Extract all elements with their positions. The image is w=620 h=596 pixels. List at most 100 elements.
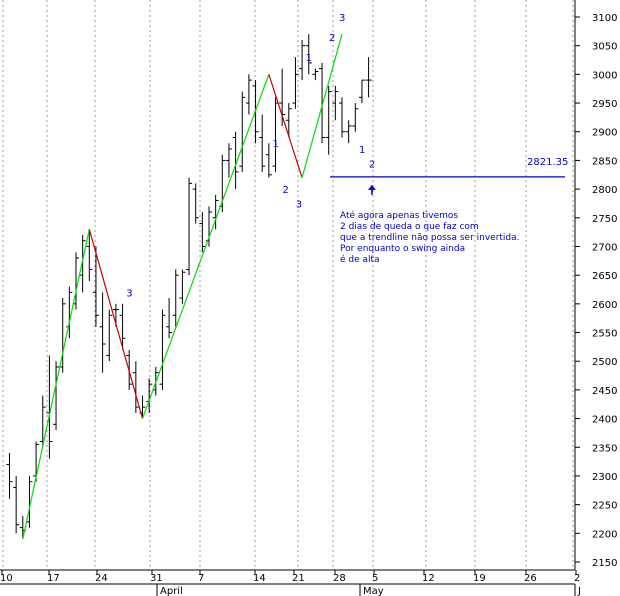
- ohlc-bar: [225, 143, 232, 178]
- ohlc-bar: [299, 39, 306, 81]
- axes: [0, 0, 576, 585]
- y-tick-label: 2700: [592, 242, 617, 253]
- note-line: é de alta: [340, 254, 380, 265]
- x-axis-ticks: 10 17 24 31 7 14 21 28 5 12 19 26 2: [0, 570, 580, 584]
- note-line: que a trendline não possa ser invertida.: [340, 233, 520, 243]
- ohlc-bars: [6, 34, 372, 540]
- ohlc-bar: [46, 355, 53, 459]
- y-tick-label: 2200: [592, 529, 617, 540]
- vertical-gridlines: [2, 0, 574, 570]
- ohlc-bar: [239, 91, 246, 172]
- ohlc-bar: [272, 97, 279, 172]
- trendline: [141, 74, 270, 419]
- ohlc-bar: [325, 85, 332, 155]
- month-label: April: [160, 586, 183, 596]
- y-tick-label: 2800: [592, 185, 617, 196]
- x-tick-label: 12: [422, 573, 435, 584]
- ohlc-bar: [99, 292, 106, 373]
- x-tick-label: 17: [47, 573, 60, 584]
- ohlc-bar: [219, 154, 226, 213]
- y-tick-label: 2400: [592, 415, 617, 426]
- trendline: [301, 34, 343, 178]
- ohlc-bar: [166, 298, 173, 339]
- ohlc-bar: [53, 361, 60, 431]
- ohlc-bar: [39, 395, 46, 448]
- ohlc-bar: [186, 177, 193, 276]
- ohlc-bar: [352, 103, 359, 132]
- level-label: 2821.35: [527, 157, 568, 168]
- trendline: [88, 229, 144, 419]
- x-tick-label: 19: [473, 573, 486, 584]
- y-tick-label: 3000: [592, 70, 617, 81]
- x-tick-label: 21: [292, 573, 305, 584]
- up-arrow-icon: [367, 184, 376, 190]
- note-line: Até agora apenas tivemos: [340, 210, 458, 221]
- y-tick-label: 2450: [592, 386, 617, 397]
- ohlc-bar: [139, 395, 146, 419]
- ohlc-bar: [319, 62, 326, 144]
- ohlc-bar: [312, 68, 319, 81]
- x-tick-label: 7: [198, 573, 204, 584]
- y-tick-label: 2950: [592, 99, 617, 110]
- y-tick-label: 2150: [592, 558, 617, 569]
- ohlc-bar: [245, 74, 252, 115]
- y-tick-label: 3100: [592, 13, 617, 24]
- ohlc-bar: [212, 194, 219, 230]
- ohlc-bar: [172, 269, 179, 327]
- wave-label: 3: [339, 13, 345, 24]
- x-tick-label: 26: [524, 573, 537, 584]
- ohlc-bar: [79, 235, 86, 293]
- ohlc-bar: [199, 212, 206, 253]
- ohlc-bar: [92, 246, 99, 327]
- x-tick-label: 10: [0, 573, 13, 584]
- wave-label: 1: [306, 53, 312, 64]
- month-label: J: [577, 586, 581, 596]
- y-tick-label: 2500: [592, 357, 617, 368]
- wave-label: 2: [329, 33, 335, 44]
- ohlc-bar: [232, 131, 239, 190]
- ohlc-bar: [365, 57, 372, 98]
- ohlc-bar: [339, 97, 345, 138]
- y-tick-label: 2750: [592, 214, 617, 225]
- ohlc-bar: [106, 309, 113, 362]
- month-labels: April May J: [156, 584, 581, 596]
- note-line: Por enquanto o swing ainda: [340, 244, 465, 254]
- y-tick-label: 2250: [592, 501, 617, 512]
- ohlc-bar: [179, 269, 186, 304]
- month-label: May: [363, 586, 384, 596]
- y-tick-label: 3050: [592, 42, 617, 53]
- ohlc-bar: [6, 453, 13, 499]
- ohlc-bar: [265, 143, 272, 178]
- ohlc-bar: [132, 361, 139, 413]
- x-tick-label: 31: [150, 573, 163, 584]
- trendlines: [22, 34, 343, 540]
- y-tick-label: 2600: [592, 300, 617, 311]
- ohlc-bar: [345, 120, 352, 144]
- ohlc-bar: [358, 79, 365, 104]
- x-tick-label: 28: [333, 573, 346, 584]
- wave-label: 1: [273, 139, 279, 150]
- y-tick-label: 2900: [592, 128, 617, 139]
- ohlc-bar: [119, 303, 126, 350]
- y-tick-label: 2550: [592, 329, 617, 340]
- y-tick-label: 2650: [592, 271, 617, 282]
- ohlc-bar: [192, 183, 199, 224]
- trendline: [268, 74, 303, 178]
- wave-label: 3: [126, 288, 132, 299]
- x-tick-label: 2: [574, 573, 580, 584]
- ohlc-bar: [285, 103, 292, 138]
- wave-label: 3: [296, 199, 302, 210]
- wave-label: 2: [369, 159, 375, 170]
- note-line: 2 dias de queda o que faz com: [340, 222, 479, 232]
- ohlc-bar: [86, 229, 93, 281]
- x-tick-label: 24: [95, 573, 108, 584]
- x-tick-label: 5: [372, 573, 378, 584]
- y-axis-ticks: 2150 2200 2250 2300 2350 2400 2450 2500 2550 2600…: [575, 13, 617, 569]
- ohlc-bar: [332, 85, 339, 121]
- ohlc-bar: [13, 475, 20, 534]
- support-level: 2821.35: [330, 157, 568, 178]
- ohlc-bar: [206, 206, 212, 247]
